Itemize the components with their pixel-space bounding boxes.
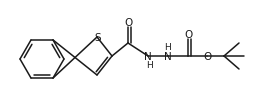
Text: H: H xyxy=(146,61,152,70)
Text: N: N xyxy=(144,52,152,61)
Text: N: N xyxy=(164,52,172,61)
Text: H: H xyxy=(164,42,170,51)
Text: O: O xyxy=(203,52,211,61)
Text: S: S xyxy=(95,33,101,43)
Text: O: O xyxy=(124,18,132,28)
Text: O: O xyxy=(184,30,192,40)
